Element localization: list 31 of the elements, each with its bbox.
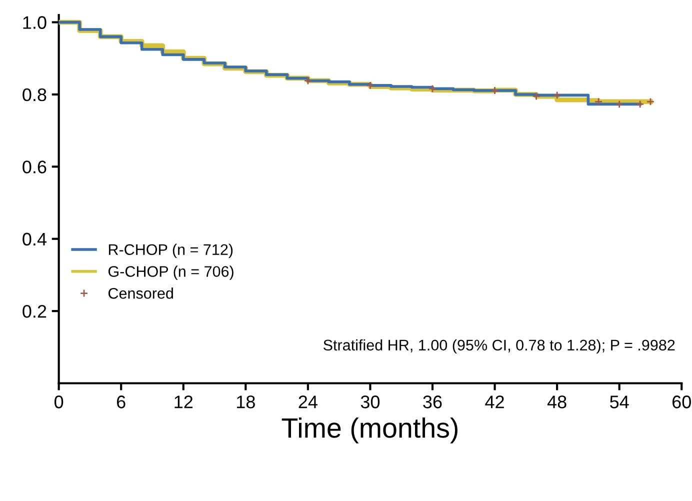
point <box>366 81 374 90</box>
x-tick-label: 42 <box>485 396 504 408</box>
x-axis-title: Time (months) <box>282 417 458 444</box>
x-tick-label: 0 <box>54 396 64 408</box>
x-tick-label: 30 <box>360 396 380 408</box>
x-tick-label: 54 <box>610 396 629 408</box>
point <box>646 98 655 106</box>
point <box>428 84 437 93</box>
legend-label: G-CHOP (n = 706) <box>108 266 234 280</box>
x-tick-label: 12 <box>174 396 193 408</box>
x-tick-label: 48 <box>547 396 566 408</box>
legend-label: Censored <box>108 288 173 299</box>
point <box>532 92 540 100</box>
point <box>304 76 312 85</box>
x-tick-label: 6 <box>116 396 126 408</box>
point <box>636 100 644 108</box>
x-tick-label: 24 <box>298 396 318 408</box>
point <box>615 100 624 108</box>
y-tick-label: 0.4 <box>22 232 46 246</box>
legend-label: R-CHOP (n = 712) <box>108 244 233 258</box>
x-tick-label: 36 <box>423 396 442 408</box>
x-tick-label: 60 <box>672 396 691 408</box>
y-tick-label: 0.6 <box>22 160 46 174</box>
y-tick-label: 1.0 <box>23 16 46 29</box>
point <box>552 91 562 100</box>
point <box>594 98 603 106</box>
point <box>490 86 499 95</box>
x-tick-label: 18 <box>236 396 255 408</box>
annotation: Stratified HR, 1.00 (95% CI, 0.78 to 1.28); P = .9982 <box>324 339 675 354</box>
y-tick-label: 0.8 <box>22 88 46 102</box>
y-tick-label: 0.2 <box>22 304 46 318</box>
